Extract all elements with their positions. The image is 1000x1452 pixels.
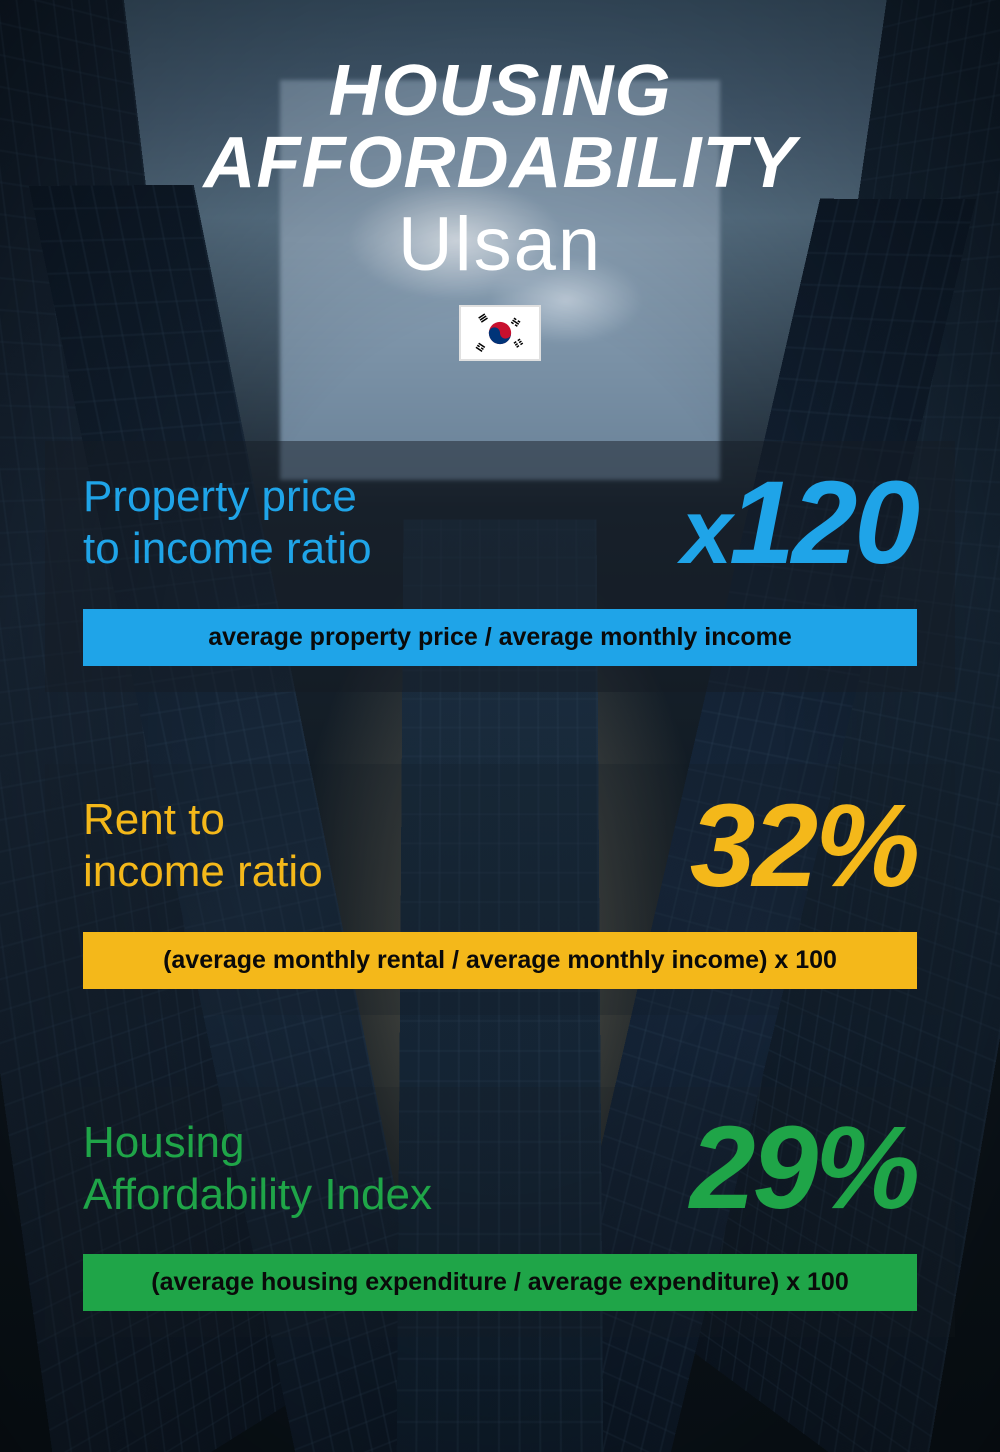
metric-row: Property price to income ratio x120 <box>83 471 917 575</box>
header: HOUSING AFFORDABILITY Ulsan <box>45 55 955 366</box>
metric-row: Housing Affordability Index 29% <box>83 1117 917 1221</box>
content-container: HOUSING AFFORDABILITY Ulsan <box>0 0 1000 1452</box>
metric-formula-bar: average property price / average monthly… <box>83 609 917 666</box>
metric-label: Rent to income ratio <box>83 794 323 898</box>
metric-card-property-price: Property price to income ratio x120 aver… <box>45 441 955 692</box>
main-title: HOUSING AFFORDABILITY <box>45 55 955 199</box>
country-flag-icon <box>459 305 541 361</box>
metric-card-rent: Rent to income ratio 32% (average monthl… <box>45 764 955 1015</box>
metric-value: x120 <box>681 473 917 573</box>
city-subtitle: Ulsan <box>45 207 955 283</box>
metric-value: 32% <box>690 796 917 896</box>
metric-formula-bar: (average monthly rental / average monthl… <box>83 932 917 989</box>
metric-value: 29% <box>690 1118 917 1218</box>
metric-card-affordability-index: Housing Affordability Index 29% (average… <box>45 1087 955 1338</box>
metric-row: Rent to income ratio 32% <box>83 794 917 898</box>
metric-label: Housing Affordability Index <box>83 1117 432 1221</box>
metric-label: Property price to income ratio <box>83 471 372 575</box>
metric-formula-bar: (average housing expenditure / average e… <box>83 1254 917 1311</box>
